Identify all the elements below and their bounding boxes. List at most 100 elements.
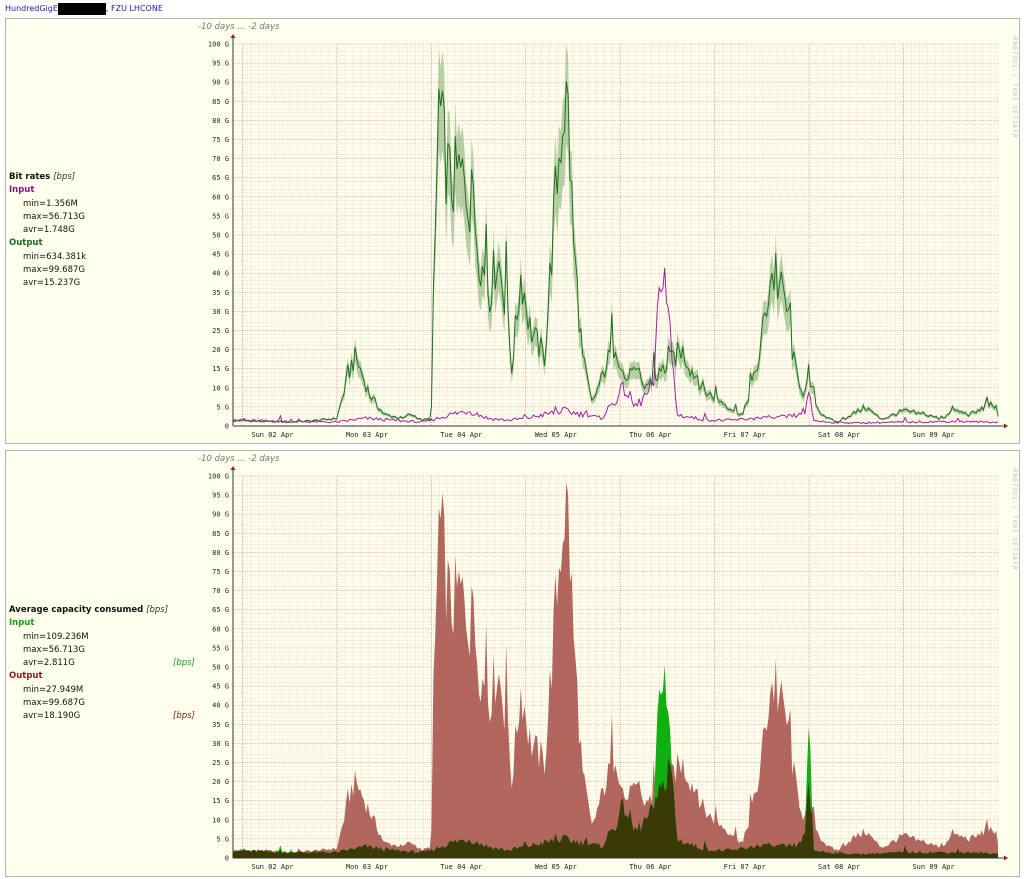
y-tick-label: 10 G: [212, 384, 229, 392]
y-tick-label: 70 G: [212, 155, 229, 163]
page-title-link[interactable]: HundredGigE , FZU LHCONE: [5, 3, 163, 15]
legend-output-max: max=99.687G: [23, 265, 85, 276]
bit-rates-chart: 0 5 G 10 G 15 G 20 G 25 G 30 G 35 G 40 G 45 G 50 G…: [208, 34, 1008, 439]
output-bps-tag: [bps]: [173, 711, 195, 721]
legend-title: Bit rates: [9, 172, 51, 182]
legend-input-max: max=56.713G: [23, 211, 85, 222]
y-tick-label: 90 G: [212, 79, 229, 87]
y-axis-arrow: [230, 466, 236, 470]
rrdtool-credit: RRDTOOL / TOBI OETIKER: [1011, 469, 1018, 571]
legend-output-max: max=99.687G: [23, 698, 85, 709]
legend-input-label: Input: [9, 185, 35, 196]
legend-output-label: Output: [9, 671, 43, 682]
y-tick-label: 55 G: [212, 644, 229, 652]
y-tick-label: 80 G: [212, 549, 229, 557]
y-tick-label: 100 G: [208, 41, 229, 49]
y-tick-label: 75 G: [212, 136, 229, 144]
time-range-label: -10 days ... -2 days: [198, 454, 280, 464]
y-tick-label: 25 G: [212, 759, 229, 767]
output-band: [233, 44, 998, 424]
legend-output-avr: avr=18.190G: [23, 711, 81, 722]
y-tick-label: 50 G: [212, 664, 229, 672]
x-tick-label: Tue 04 Apr: [440, 431, 482, 439]
x-tick-label: Sat 08 Apr: [818, 431, 860, 439]
y-tick-label: 85 G: [212, 530, 229, 538]
x-axis-arrow: [1004, 423, 1008, 429]
x-tick-label: Mon 03 Apr: [346, 863, 388, 871]
redacted-block: [57, 3, 106, 15]
x-tick-label: Sun 02 Apr: [251, 863, 293, 871]
overlap-series-area: [233, 757, 998, 858]
legend-output-min: min=634.381k: [23, 251, 87, 262]
bit-rates-legend: Bit rates [bps] Input min=1.356M max=56.7…: [9, 171, 86, 291]
x-tick-label: Sat 08 Apr: [818, 863, 860, 871]
x-tick-label: Mon 03 Apr: [346, 431, 388, 439]
x-tick-label: Sun 02 Apr: [251, 431, 293, 439]
y-tick-label: 80 G: [212, 117, 229, 125]
x-tick-label: Tue 04 Apr: [440, 863, 482, 871]
y-tick-label: 35 G: [212, 721, 229, 729]
y-tick-label: 25 G: [212, 327, 229, 335]
y-tick-label: 65 G: [212, 174, 229, 182]
y-tick-label: 60 G: [212, 625, 229, 633]
y-axis-arrow: [230, 34, 236, 38]
rrdtool-credit: RRDTOOL / TOBI OETIKER: [1011, 37, 1018, 139]
x-tick-label: Sun 09 Apr: [912, 431, 954, 439]
y-tick-label: 75 G: [212, 568, 229, 576]
legend-input-max: max=56.713G: [23, 644, 85, 655]
title-suffix[interactable]: , FZU LHCONE: [105, 4, 163, 13]
legend-input-min: min=109.236M: [23, 631, 89, 642]
title-prefix[interactable]: HundredGigE: [5, 4, 58, 13]
x-tick-label: Fri 07 Apr: [724, 863, 766, 871]
y-tick-label: 35 G: [212, 289, 229, 297]
capacity-legend: Average capacity consumed [bps] Input min…: [9, 604, 168, 724]
x-tick-label: Fri 07 Apr: [724, 431, 766, 439]
x-tick-label: Thu 06 Apr: [629, 431, 671, 439]
y-tick-label: 10 G: [212, 816, 229, 824]
legend-input-min: min=1.356M: [23, 198, 78, 209]
y-tick-label: 40 G: [212, 270, 229, 278]
legend-title: Average capacity consumed: [9, 605, 144, 615]
time-range-label: -10 days ... -2 days: [198, 22, 280, 32]
y-tick-label: 45 G: [212, 683, 229, 691]
y-tick-label: 30 G: [212, 308, 229, 316]
output-series-line: [232, 81, 999, 424]
input-bps-tag: [bps]: [173, 658, 195, 668]
y-tick-label: 90 G: [212, 511, 229, 519]
legend-input-label: Input: [9, 618, 35, 629]
legend-output-min: min=27.949M: [23, 684, 84, 695]
y-tick-label: 0: [225, 855, 229, 863]
y-tick-label: 95 G: [212, 492, 229, 500]
y-tick-label: 95 G: [212, 60, 229, 68]
bit-rates-panel: -10 days ... -2 days Bit rates [bps] Inpu…: [5, 18, 1020, 444]
y-tick-label: 45 G: [212, 251, 229, 259]
capacity-panel: -10 days ... -2 days Average capacity co…: [5, 450, 1020, 877]
y-tick-label: 65 G: [212, 606, 229, 614]
capacity-chart: 0 5 G 10 G 15 G 20 G 25 G 30 G 35 G 40 G 45 G 50 G…: [208, 466, 1008, 871]
legend-input-avr: avr=2.811G: [23, 658, 75, 669]
y-tick-label: 20 G: [212, 346, 229, 354]
output-series-area: [233, 482, 998, 858]
y-tick-label: 85 G: [212, 98, 229, 106]
y-tick-label: 20 G: [212, 778, 229, 786]
legend-unit: [bps]: [146, 605, 169, 615]
legend-output-label: Output: [9, 238, 43, 249]
y-tick-label: 60 G: [212, 193, 229, 201]
x-tick-label: Thu 06 Apr: [629, 863, 671, 871]
y-tick-label: 50 G: [212, 232, 229, 240]
legend-input-avr: avr=1.748G: [23, 225, 75, 236]
y-tick-label: 40 G: [212, 702, 229, 710]
y-tick-label: 15 G: [212, 797, 229, 805]
y-tick-label: 70 G: [212, 587, 229, 595]
legend-output-avr: avr=15.237G: [23, 278, 81, 289]
y-tick-label: 5 G: [216, 835, 229, 843]
x-axis-arrow: [1004, 855, 1008, 861]
x-tick-label: Wed 05 Apr: [535, 431, 577, 439]
y-tick-label: 0: [225, 423, 229, 431]
y-tick-label: 15 G: [212, 365, 229, 373]
y-tick-label: 100 G: [208, 473, 229, 481]
x-tick-label: Sun 09 Apr: [912, 863, 954, 871]
input-series-line: [232, 267, 999, 425]
legend-unit: [bps]: [53, 172, 76, 182]
y-tick-label: 55 G: [212, 212, 229, 220]
